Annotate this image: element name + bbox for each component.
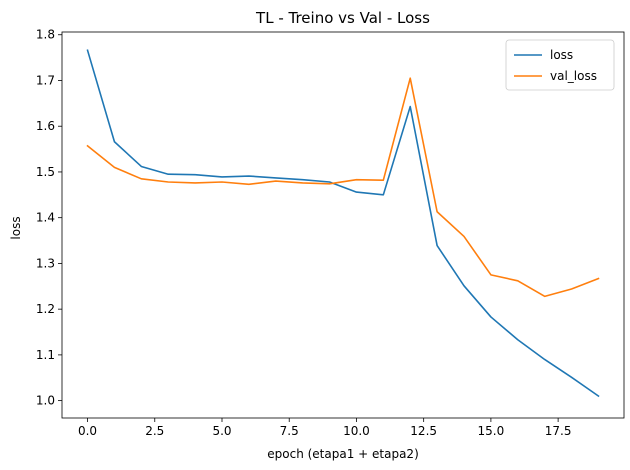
series-line-val_loss <box>86 77 600 298</box>
y-tick-label: 1.1 <box>36 348 55 362</box>
y-axis-label: loss <box>9 216 23 239</box>
legend-box <box>505 39 615 91</box>
series-line-loss <box>86 49 600 398</box>
x-tick-label: 15.0 <box>478 424 505 438</box>
plot-background <box>62 32 624 418</box>
chart-title: TL - Treino vs Val - Loss <box>255 9 430 27</box>
series-layer <box>86 49 600 398</box>
y-tick-label: 1.8 <box>36 28 55 42</box>
y-tick-label: 1.0 <box>36 394 55 408</box>
y-tick-label: 1.3 <box>36 256 55 270</box>
x-tick-label: 5.0 <box>212 424 231 438</box>
axes-frame <box>61 31 625 419</box>
y-tick-label: 1.2 <box>36 302 55 316</box>
x-tick-label: 7.5 <box>280 424 299 438</box>
legend-label-loss: loss <box>550 48 573 62</box>
y-tick-label: 1.5 <box>36 165 55 179</box>
x-axis-label: epoch (etapa1 + etapa2) <box>267 447 419 461</box>
y-tick-label: 1.6 <box>36 119 55 133</box>
x-tick-label: 12.5 <box>410 424 437 438</box>
y-tick-label: 1.4 <box>36 211 55 225</box>
x-tick-label: 0.0 <box>78 424 97 438</box>
x-tick-label: 10.0 <box>343 424 370 438</box>
axes: 0.0 2.5 5.0 7.5 10.0 12.5 15.0 17.5 1.0 1.1 1.2 1.3… <box>36 28 625 438</box>
legend-label-val_loss: val_loss <box>550 69 597 83</box>
x-tick-label: 2.5 <box>145 424 164 438</box>
plot-area <box>62 32 624 418</box>
legend: loss val_loss <box>505 39 615 91</box>
x-tick-label: 17.5 <box>545 424 572 438</box>
y-tick-label: 1.7 <box>36 73 55 87</box>
